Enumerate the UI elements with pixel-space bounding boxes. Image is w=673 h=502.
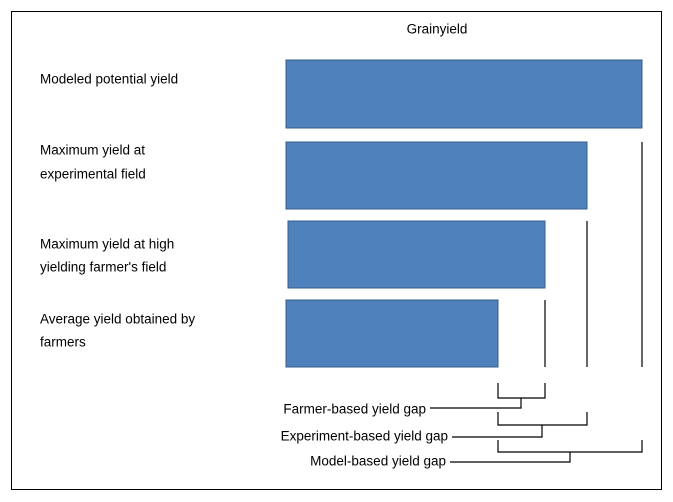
gap-brace	[430, 383, 546, 409]
bar	[287, 220, 546, 289]
gap-label: Farmer-based yield gap	[283, 402, 426, 417]
gap-label: Experiment-based yield gap	[281, 429, 448, 444]
bar	[285, 59, 643, 129]
gap-brace	[450, 440, 643, 463]
bar	[285, 141, 588, 210]
bar-label: Modeled potential yield	[40, 72, 178, 87]
bar-label: Maximum yield at high	[40, 237, 174, 252]
gap-label: Model-based yield gap	[310, 454, 446, 469]
bar-label: yielding farmer's field	[40, 260, 166, 275]
bar-label: farmers	[40, 335, 86, 350]
title: Grainyield	[407, 22, 468, 37]
bar-label: experimental field	[40, 167, 146, 182]
bar	[285, 299, 499, 368]
bar-label: Maximum yield at	[40, 143, 145, 158]
gap-brace	[452, 412, 588, 438]
bar-label: Average yield obtained by	[40, 312, 195, 327]
